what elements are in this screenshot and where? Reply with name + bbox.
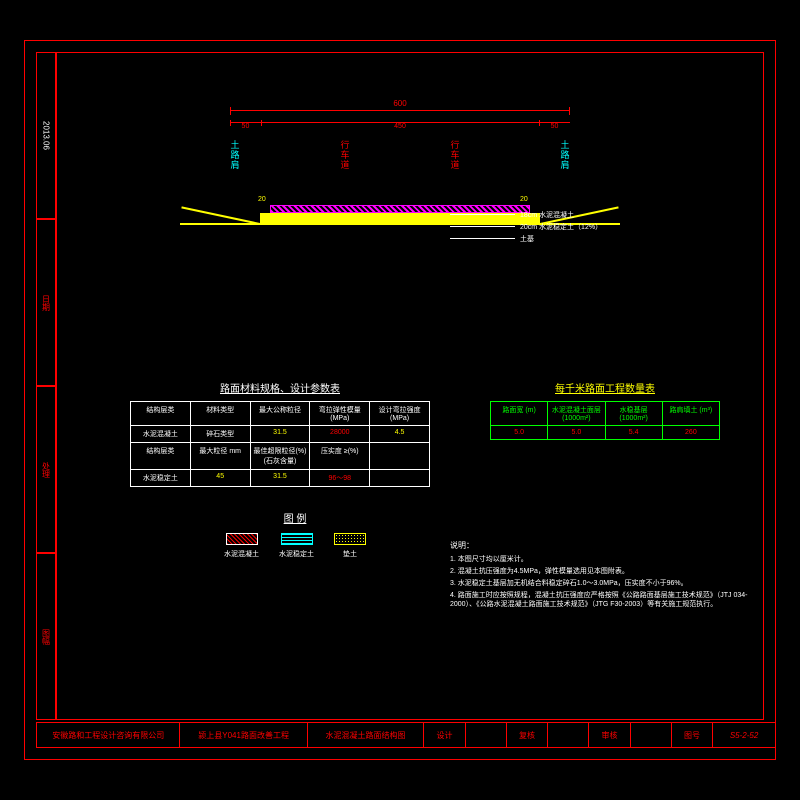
side-tabs: 图幅处理日期2013.06 [36,52,56,720]
lane-label: 土路肩 [229,140,242,170]
titleblock-cell: 审核 [588,723,629,747]
table-row: 结构层类最大粒径 mm最佳超限粒径(%) (石灰含量)压实度 ≥(%) [131,442,429,469]
side-tab: 处理 [36,386,56,553]
table-cell: 最大粒径 mm [190,443,250,469]
side-tab: 图幅 [36,553,56,720]
table-cell [369,443,429,469]
legend-item: 垫土 [334,533,366,559]
layer-callout: 土基 [520,234,534,244]
table-cell: 弯拉弹性模量 (MPa) [309,402,369,425]
table-cell: 压实度 ≥(%) [309,443,369,469]
params-title: 路面材料规格、设计参数表 [130,380,430,395]
titleblock-cell [547,723,588,747]
table-cell: 31.5 [250,426,310,442]
table-cell: 最大公称粒径 [250,402,310,425]
table-cell: 碎石类型 [190,426,250,442]
slope-left [178,206,260,242]
params-table: 路面材料规格、设计参数表 结构层类材料类型最大公称粒径弯拉弹性模量 (MPa)设… [130,380,430,487]
overall-dimension: 600 [230,110,570,122]
note-item: 1. 本图尺寸均以厘米计。 [450,555,750,564]
legend-swatch [281,533,313,545]
qty-title: 每千米路面工程数量表 [490,380,720,395]
table-cell: 水泥稳定土 [131,470,190,486]
legend-item: 水泥稳定土 [279,533,314,559]
sub-dim: 50 [539,122,570,132]
table-cell [369,470,429,486]
table-cell: 5.4 [605,426,662,439]
table-cell: 4.5 [369,426,429,442]
table-cell: 5.0 [547,426,604,439]
titleblock-cell: 颍上县Y041路面改善工程 [179,723,306,747]
legend-label: 垫土 [343,549,357,559]
table-row: 结构层类材料类型最大公称粒径弯拉弹性模量 (MPa)设计弯拉强度 (MPa) [131,402,429,425]
table-cell: 最佳超限粒径(%) (石灰含量) [250,443,310,469]
table-row: 水泥混凝土碎石类型31.5280004.5 [131,425,429,442]
table-cell: 材料类型 [190,402,250,425]
notes-title: 说明： [450,540,750,551]
slope-dim: 20 [520,196,528,203]
table-cell: 路面宽 (m) [491,402,547,425]
legend-items: 水泥混凝土 水泥稳定土 垫土 [180,533,410,559]
table-row: 路面宽 (m)水泥混凝土面层 (1000m²)水稳基层 (1000m²)路肩填土… [491,402,719,425]
notes: 说明： 1. 本图尺寸均以厘米计。 2. 混凝土抗压强度为4.5MPa，弹性模量选… [450,540,750,612]
table-cell: 水泥混凝土面层 (1000m²) [547,402,604,425]
titleblock: 安徽路和工程设计咨询有限公司颍上县Y041路面改善工程水泥混凝土路面结构图设计 复… [36,722,776,748]
sub-dim: 450 [261,122,539,132]
sub-dim: 50 [230,122,261,132]
surface-layer [270,205,530,213]
side-tab: 日期 [36,219,56,386]
titleblock-cell: 安徽路和工程设计咨询有限公司 [37,723,179,747]
legend-label: 水泥稳定土 [279,549,314,559]
note-item: 3. 水泥稳定土基层加无机结合料稳定碎石1.0～3.0MPa，压实度不小于96%… [450,579,750,588]
table-cell: 结构层类 [131,402,190,425]
cross-section-drawing: 600 5045050 土路肩 行车道 行车道 土路肩 18cm 水泥混凝土 20cm … [180,110,620,280]
lane-label: 行车道 [339,140,352,170]
layer-callout: 18cm 水泥混凝土 [520,210,574,220]
legend: 图 例 水泥混凝土 水泥稳定土 垫土 [180,510,410,559]
qty-table: 每千米路面工程数量表 路面宽 (m)水泥混凝土面层 (1000m²)水稳基层 (… [490,380,720,440]
legend-item: 水泥混凝土 [224,533,259,559]
legend-label: 水泥混凝土 [224,549,259,559]
table-cell: 5.0 [491,426,547,439]
notes-list: 1. 本图尺寸均以厘米计。 2. 混凝土抗压强度为4.5MPa，弹性模量选用见本图… [450,555,750,609]
lane-label: 行车道 [449,140,462,170]
slope-dim: 20 [258,196,266,203]
titleblock-cell: S5-2-52 [712,723,775,747]
titleblock-cell: 水泥混凝土路面结构图 [307,723,424,747]
table-row: 水泥稳定土4531.596～98 [131,469,429,486]
table-cell: 28000 [309,426,369,442]
titleblock-cell [630,723,671,747]
overall-dim-value: 600 [230,99,570,108]
qty-grid: 路面宽 (m)水泥混凝土面层 (1000m²)水稳基层 (1000m²)路肩填土… [490,401,720,440]
params-grid: 结构层类材料类型最大公称粒径弯拉弹性模量 (MPa)设计弯拉强度 (MPa)水泥… [130,401,430,487]
table-cell: 31.5 [250,470,310,486]
table-cell: 45 [190,470,250,486]
sub-dimensions: 5045050 [230,122,570,132]
table-cell: 设计弯拉强度 (MPa) [369,402,429,425]
table-cell: 水稳基层 (1000m²) [605,402,662,425]
note-item: 2. 混凝土抗压强度为4.5MPa，弹性模量选用见本图附表。 [450,567,750,576]
table-cell: 水泥混凝土 [131,426,190,442]
table-cell: 结构层类 [131,443,190,469]
titleblock-cell: 设计 [423,723,464,747]
layer-callout: 20cm 水泥稳定土（12%） [520,222,602,232]
table-row: 5.05.05.4260 [491,425,719,439]
note-item: 4. 路面施工时应按照规程，混凝土抗压强度应严格按照《公路路面基层施工技术规范》… [450,591,750,609]
titleblock-cell: 复核 [506,723,547,747]
legend-title: 图 例 [180,510,410,525]
titleblock-cell: 图号 [671,723,712,747]
legend-swatch [226,533,258,545]
table-cell: 96～98 [309,470,369,486]
table-cell: 路肩填土 (m³) [662,402,719,425]
lane-label: 土路肩 [559,140,572,170]
titleblock-cell [465,723,506,747]
legend-swatch [334,533,366,545]
lane-labels: 土路肩 行车道 行车道 土路肩 [180,140,620,170]
side-tab: 2013.06 [36,52,56,219]
table-cell: 260 [662,426,719,439]
